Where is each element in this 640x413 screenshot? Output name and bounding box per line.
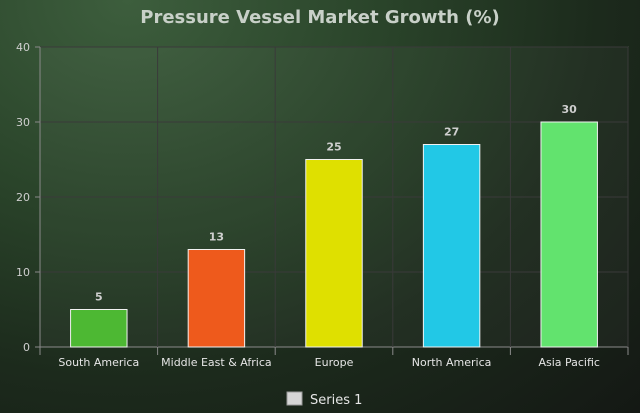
data-label: 30 — [562, 103, 578, 116]
chart-title: Pressure Vessel Market Growth (%) — [140, 7, 499, 28]
legend-label: Series 1 — [310, 393, 362, 408]
bar — [305, 159, 363, 348]
legend-swatch — [286, 391, 303, 406]
data-label: 27 — [444, 126, 459, 139]
x-tick-label: South America — [58, 356, 139, 369]
bar — [540, 121, 598, 348]
axes: 0 10 20 30 40 South America Middle East & Afri… — [16, 41, 629, 369]
x-tick-label: Europe — [315, 356, 354, 369]
bars: 5 13 25 27 30 — [70, 103, 598, 348]
x-tick-label: Asia Pacific — [538, 356, 600, 369]
bar — [422, 144, 481, 348]
y-tick-label: 10 — [16, 266, 30, 279]
data-label: 13 — [209, 231, 224, 244]
bar — [70, 309, 128, 348]
data-label: 25 — [326, 141, 341, 154]
x-tick-label: Middle East & Africa — [161, 356, 272, 369]
data-label: 5 — [95, 291, 103, 304]
bar — [187, 249, 246, 348]
y-tick-label: 0 — [23, 341, 30, 354]
y-tick-label: 30 — [16, 116, 30, 129]
y-tick-label: 40 — [16, 41, 30, 54]
y-tick-label: 20 — [16, 191, 30, 204]
x-tick-label: North America — [412, 356, 492, 369]
legend: Series 1 — [286, 391, 362, 408]
